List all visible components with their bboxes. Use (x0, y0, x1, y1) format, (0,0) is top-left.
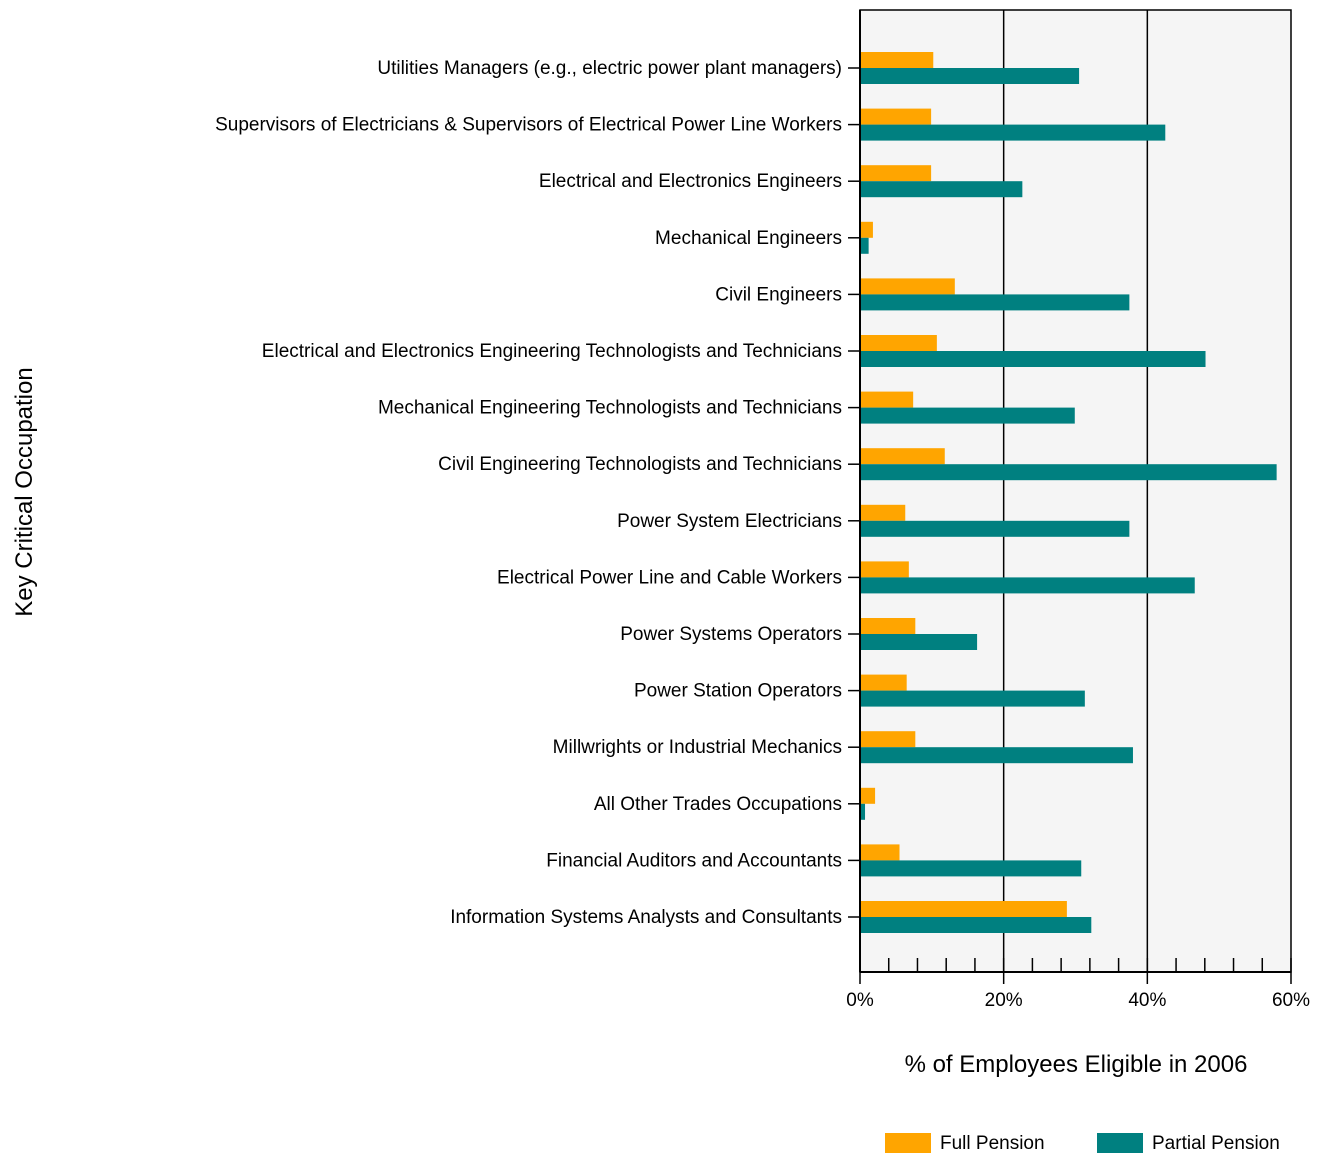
bars (860, 52, 1277, 933)
category-label-14: Financial Auditors and Accountants (546, 850, 842, 871)
bar-full-0 (860, 52, 934, 68)
category-label-12: Millwrights or Industrial Mechanics (553, 737, 842, 758)
bar-partial-7 (860, 464, 1277, 481)
bar-partial-0 (860, 68, 1080, 84)
legend-swatch-full (885, 1133, 931, 1153)
bar-partial-14 (860, 860, 1082, 877)
bar-full-11 (860, 674, 907, 691)
bar-full-5 (860, 335, 937, 351)
plot-area (859, 9, 1292, 973)
category-label-7: Civil Engineering Technologists and Tech… (438, 454, 842, 475)
bar-full-3 (860, 221, 873, 238)
bar-full-2 (860, 165, 932, 182)
bar-partial-1 (860, 124, 1166, 141)
category-label-3: Mechanical Engineers (655, 228, 842, 249)
category-label-6: Mechanical Engineering Technologists and… (378, 398, 842, 419)
x-tick-labels: 0% 20% 40% 60% (846, 990, 1310, 1011)
bar-partial-15 (860, 917, 1092, 933)
category-label-1: Supervisors of Electricians & Supervisor… (215, 115, 842, 136)
bar-full-14 (860, 844, 900, 861)
bar-partial-11 (860, 690, 1085, 707)
bar-partial-3 (860, 237, 869, 254)
bar-partial-2 (860, 181, 1023, 198)
category-label-2: Electrical and Electronics Engineers (539, 171, 842, 192)
category-label-15: Information Systems Analysts and Consult… (450, 907, 842, 928)
bar-full-9 (860, 561, 909, 578)
x-tick-label-1: 20% (985, 990, 1023, 1011)
x-axis-title: % of Employees Eligible in 2006 (905, 1051, 1248, 1078)
category-label-13: All Other Trades Occupations (594, 794, 842, 815)
category-label-9: Electrical Power Line and Cable Workers (497, 567, 842, 588)
category-label-0: Utilities Managers (e.g., electric power… (377, 58, 842, 79)
category-label-4: Civil Engineers (715, 284, 842, 305)
axes (848, 10, 1292, 984)
bar-partial-10 (860, 634, 978, 650)
category-label-5: Electrical and Electronics Engineering T… (262, 341, 842, 362)
bar-full-13 (860, 787, 876, 804)
bar-full-8 (860, 504, 906, 521)
bar-partial-8 (860, 520, 1130, 537)
legend-swatch-partial (1097, 1133, 1143, 1153)
category-label-10: Power Systems Operators (620, 624, 842, 645)
bar-partial-4 (860, 294, 1130, 311)
bar-full-6 (860, 391, 914, 408)
x-tick-label-2: 40% (1128, 990, 1166, 1011)
bar-partial-6 (860, 407, 1075, 424)
gridlines (1002, 10, 1149, 972)
bar-full-15 (860, 901, 1067, 917)
bar-full-1 (860, 108, 932, 125)
bar-full-12 (860, 731, 916, 748)
bar-full-4 (860, 278, 955, 295)
legend-label-full: Full Pension (940, 1133, 1045, 1153)
bar-partial-12 (860, 747, 1133, 764)
x-tick-label-0: 0% (846, 990, 874, 1011)
category-labels: Utilities Managers (e.g., electric power… (215, 58, 842, 928)
legend: Full Pension Partial Pension (885, 1133, 1280, 1153)
y-axis-title: Key Critical Occupation (11, 367, 38, 616)
bar-partial-9 (860, 577, 1195, 594)
category-label-8: Power System Electricians (617, 511, 842, 532)
category-label-11: Power Station Operators (634, 681, 842, 702)
bar-partial-5 (860, 351, 1206, 367)
bar-partial-13 (860, 803, 866, 820)
legend-label-partial: Partial Pension (1152, 1133, 1280, 1153)
x-tick-label-3: 60% (1272, 990, 1310, 1011)
bar-full-10 (860, 618, 916, 634)
bar-full-7 (860, 448, 945, 465)
